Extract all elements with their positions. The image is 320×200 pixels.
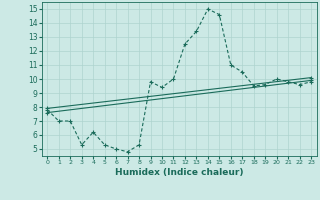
X-axis label: Humidex (Indice chaleur): Humidex (Indice chaleur)	[115, 168, 244, 177]
